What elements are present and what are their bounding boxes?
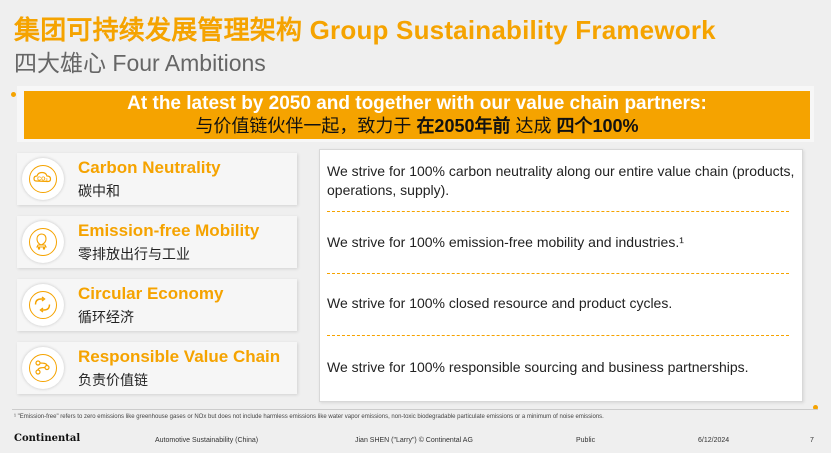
decorative-dot: [11, 92, 16, 97]
footer-author: Jian SHEN ("Larry") © Continental AG: [355, 437, 473, 444]
banner-line-english: At the latest by 2050 and together with …: [127, 93, 707, 114]
ambition-title: Responsible Value Chain: [78, 347, 281, 366]
icon-badge: [22, 347, 64, 389]
svg-text:CO₂: CO₂: [37, 177, 48, 183]
ambition-subtitle: 负责价值链: [78, 372, 148, 388]
value-chain-icon: [29, 354, 57, 382]
ambition-title: Circular Economy: [78, 284, 224, 303]
ambition-card-carbon-neutrality: CO₂ Carbon Neutrality 碳中和: [17, 153, 297, 205]
footer-classification: Public: [576, 437, 596, 444]
footer-department: Automotive Sustainability (China): [155, 437, 259, 444]
ambition-card-responsible-value-chain: Responsible Value Chain 负责价值链: [17, 342, 297, 394]
ambition-description-circular: We strive for 100% closed resource and p…: [327, 295, 673, 311]
ambition-title: Emission-free Mobility: [78, 221, 260, 240]
ambition-description-carbon: We strive for 100% carbon neutrality alo…: [327, 163, 795, 198]
headline-banner: At the latest by 2050 and together with …: [24, 91, 810, 139]
mobility-icon: [29, 228, 57, 256]
icon-badge: CO₂: [22, 158, 64, 200]
ambition-subtitle: 碳中和: [78, 183, 120, 199]
footer-divider: [12, 409, 818, 410]
ambition-description-value-chain: We strive for 100% responsible sourcing …: [327, 359, 749, 375]
banner-line-chinese: 与价值链伙伴一起，致力于 在2050年前 达成 四个100%: [195, 116, 639, 136]
ambition-descriptions-panel: We strive for 100% carbon neutrality alo…: [319, 149, 803, 402]
co2-icon: CO₂: [29, 165, 57, 193]
ambition-subtitle: 循环经济: [78, 309, 134, 325]
icon-badge: [22, 284, 64, 326]
footer-date: 6/12/2024: [698, 437, 730, 444]
dashed-divider: [327, 211, 789, 212]
ambition-subtitle: 零排放出行与工业: [78, 246, 190, 262]
footnote: ¹ "Emission-free" refers to zero emissio…: [14, 414, 604, 420]
ambition-description-mobility: We strive for 100% emission-free mobilit…: [327, 234, 684, 250]
ambition-card-emission-free-mobility: Emission-free Mobility 零排放出行与工业: [17, 216, 297, 268]
ambition-title: Carbon Neutrality: [78, 158, 221, 177]
dashed-divider: [327, 273, 789, 274]
ambition-card-circular-economy: Circular Economy 循环经济: [17, 279, 297, 331]
icon-badge: [22, 221, 64, 263]
page-title: 集团可持续发展管理架构 Group Sustainability Framewo…: [14, 15, 716, 45]
decorative-dot: [813, 405, 818, 410]
recycle-icon: [29, 291, 57, 319]
continental-logo: Continental: [14, 433, 81, 444]
page-subtitle: 四大雄心 Four Ambitions: [14, 50, 266, 76]
dashed-divider: [327, 335, 789, 336]
page-number: 7: [810, 437, 814, 444]
